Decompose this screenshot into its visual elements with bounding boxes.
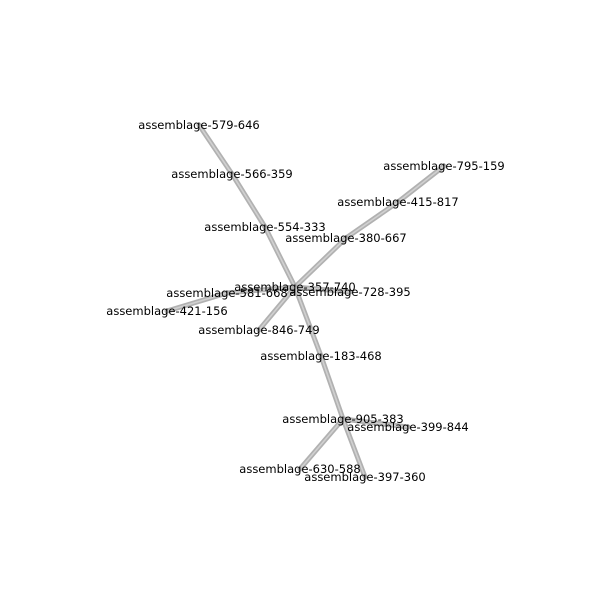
node-label: assemblage-397-360 (304, 470, 425, 484)
edge (164, 290, 230, 314)
node-label: assemblage-630-588 (239, 462, 360, 476)
edge (292, 284, 353, 295)
edge-highlight (198, 124, 233, 175)
edge-highlight (226, 286, 296, 294)
edge (292, 235, 349, 290)
node-label: assemblage-795-159 (383, 159, 504, 173)
edge-highlight (342, 418, 409, 428)
edge-highlight (231, 173, 266, 228)
edge (256, 284, 298, 333)
node-label: assemblage-380-667 (285, 231, 406, 245)
edge (196, 122, 235, 177)
node-label: assemblage-415-817 (337, 195, 458, 209)
edge (318, 353, 346, 422)
labels-layer: assemblage-579-646 assemblage-566-359 asse… (106, 118, 504, 484)
edge-highlight (294, 237, 347, 288)
node-label: assemblage-554-333 (204, 220, 325, 234)
node-label: assemblage-846-749 (198, 323, 319, 337)
node-label: assemblage-579-646 (138, 118, 259, 132)
edge (343, 199, 401, 241)
edge (340, 416, 368, 480)
edge (395, 163, 447, 205)
edges-layer (164, 122, 447, 480)
edge-highlight (166, 292, 228, 312)
node-label: assemblage-905-383 (282, 412, 403, 426)
edge-highlight (299, 418, 344, 470)
node-label: assemblage-183-468 (260, 349, 381, 363)
node-label: assemblage-728-395 (289, 285, 410, 299)
edge-highlight (345, 201, 399, 239)
edge (262, 224, 298, 290)
node-label: assemblage-581-668 (166, 286, 287, 300)
node-label: assemblage-357-740 (234, 280, 355, 294)
edge-highlight (320, 355, 344, 420)
edge (224, 284, 298, 296)
node-label: assemblage-399-844 (347, 420, 468, 434)
edge-highlight (258, 286, 296, 331)
edge (292, 284, 324, 359)
node-label: assemblage-566-359 (171, 167, 292, 181)
edge-highlight (397, 165, 445, 203)
edge-highlight (294, 286, 322, 357)
node-label: assemblage-421-156 (106, 304, 227, 318)
edge-highlight (342, 418, 366, 478)
edge (340, 416, 411, 430)
edge (229, 171, 268, 230)
edge-highlight (264, 226, 296, 288)
edge (297, 416, 346, 472)
edge-highlight (294, 286, 351, 293)
